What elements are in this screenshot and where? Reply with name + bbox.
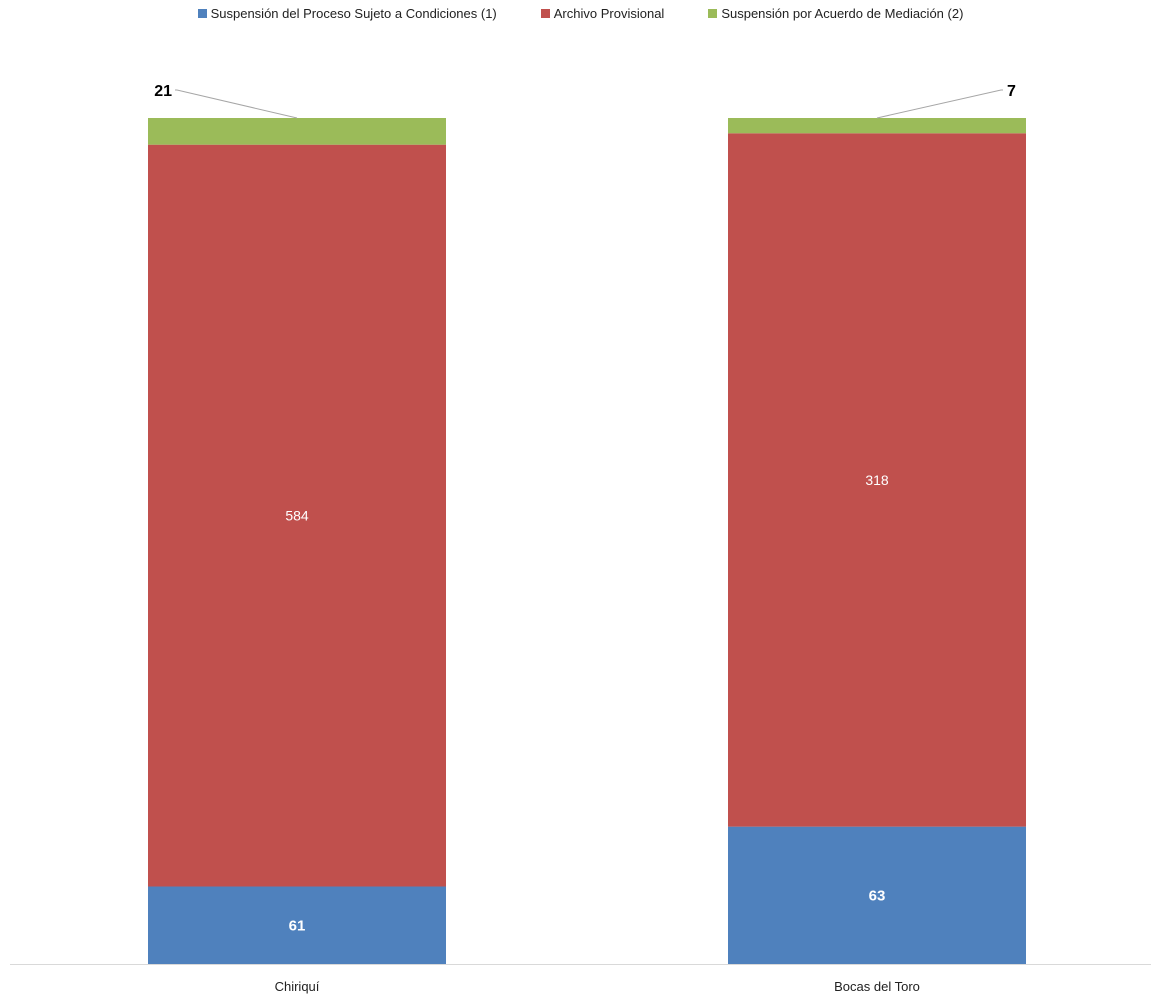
bar-segment: [148, 144, 446, 887]
bar-segment: [728, 826, 1026, 964]
legend: Suspensión del Proceso Sujeto a Condicio…: [0, 6, 1161, 21]
bar-segment: [148, 118, 446, 145]
bar-segment: [728, 133, 1026, 827]
x-tick-label-chiriqui: Chiriquí: [274, 979, 320, 994]
legend-label: Archivo Provisional: [553, 6, 665, 21]
x-tick-label-bocas-del-toro: Bocas del Toro: [834, 979, 920, 994]
data-label: 7: [1007, 83, 1016, 100]
leader-line: [175, 89, 298, 119]
legend-item-suspension-condiciones: Suspensión del Proceso Sujeto a Condicio…: [197, 6, 497, 21]
data-label: 21: [154, 83, 172, 100]
legend-label: Suspensión por Acuerdo de Mediación (2): [721, 6, 964, 21]
legend-swatch-green: [708, 9, 718, 18]
legend-swatch-blue: [197, 9, 207, 18]
legend-item-suspension-mediacion: Suspensión por Acuerdo de Mediación (2): [708, 6, 963, 21]
data-label: 318: [865, 472, 889, 488]
legend-item-archivo-provisional: Archivo Provisional: [540, 6, 665, 21]
data-label: 584: [285, 508, 309, 524]
leader-line: [876, 89, 1003, 119]
legend-swatch-red: [540, 9, 550, 18]
data-label: 63: [869, 887, 886, 904]
bar-segment: [148, 886, 446, 964]
legend-label: Suspensión del Proceso Sujeto a Condicio…: [210, 6, 497, 21]
data-label: 61: [289, 917, 306, 934]
bar-segment: [728, 118, 1026, 134]
